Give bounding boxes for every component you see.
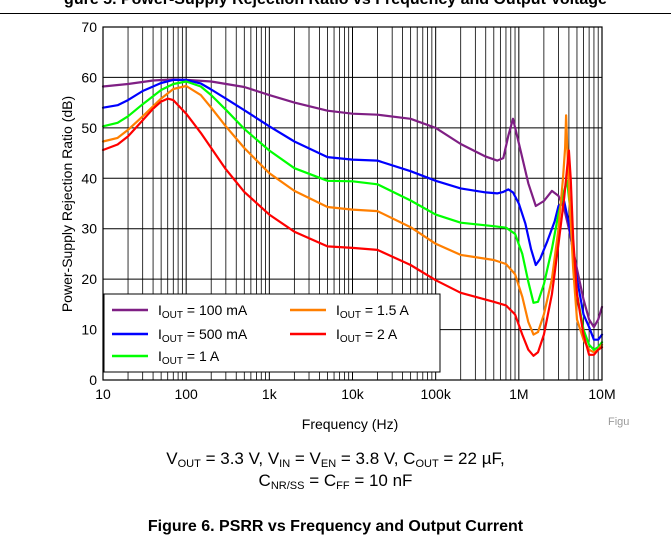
plot-frame bbox=[102, 26, 603, 381]
figure-tag: Figu bbox=[608, 416, 629, 428]
previous-figure-title: gure 5. Power-Supply Rejection Ratio vs … bbox=[0, 0, 671, 9]
conditions-line-2: CNR/SS = CFF = 10 nF bbox=[258, 471, 413, 492]
y-tick-label: 0 bbox=[89, 372, 97, 388]
vin-eq: V bbox=[309, 449, 321, 468]
y-tick-label: 50 bbox=[81, 120, 97, 136]
x-tick-label: 100k bbox=[420, 386, 451, 402]
y-tick-label: 60 bbox=[81, 69, 97, 85]
y-tick-label: 20 bbox=[81, 271, 97, 287]
ven-value: = 3.8 V bbox=[340, 449, 394, 468]
y-tick-label: 70 bbox=[81, 19, 97, 35]
figure-caption: Figure 6. PSRR vs Frequency and Output C… bbox=[147, 518, 524, 535]
conditions-line-1: VOUT = 3.3 V, VIN = VEN = 3.8 V, COUT = … bbox=[166, 449, 505, 470]
x-tick-label: 100 bbox=[174, 386, 198, 402]
top-divider bbox=[0, 13, 671, 14]
y-axis-title: Power-Supply Rejection Ratio (dB) bbox=[59, 96, 75, 312]
y-tick-label: 30 bbox=[81, 221, 97, 237]
series-line-2 bbox=[101, 78, 604, 341]
series-line-5 bbox=[101, 97, 604, 357]
y-tick-label: 40 bbox=[81, 170, 97, 186]
vout-value: 3.3 V bbox=[220, 449, 259, 468]
x-tick-label: 10k bbox=[341, 386, 365, 402]
x-tick-label: 10M bbox=[588, 386, 615, 402]
x-tick-label: 10 bbox=[95, 386, 111, 402]
legend-label: IOUT = 1 A bbox=[158, 348, 220, 367]
x-tick-label: 1k bbox=[262, 386, 278, 402]
cff-value: = 10 nF bbox=[354, 471, 413, 490]
x-axis-title: Frequency (Hz) bbox=[302, 416, 398, 432]
y-tick-label: 10 bbox=[81, 322, 97, 338]
series-line-4 bbox=[101, 84, 604, 354]
legend-box bbox=[103, 293, 441, 373]
series-layer bbox=[101, 78, 604, 357]
cout-value: = 22 µF, bbox=[443, 449, 505, 468]
cnr-eq: = C bbox=[309, 471, 337, 490]
x-tick-label: 1M bbox=[509, 386, 528, 402]
